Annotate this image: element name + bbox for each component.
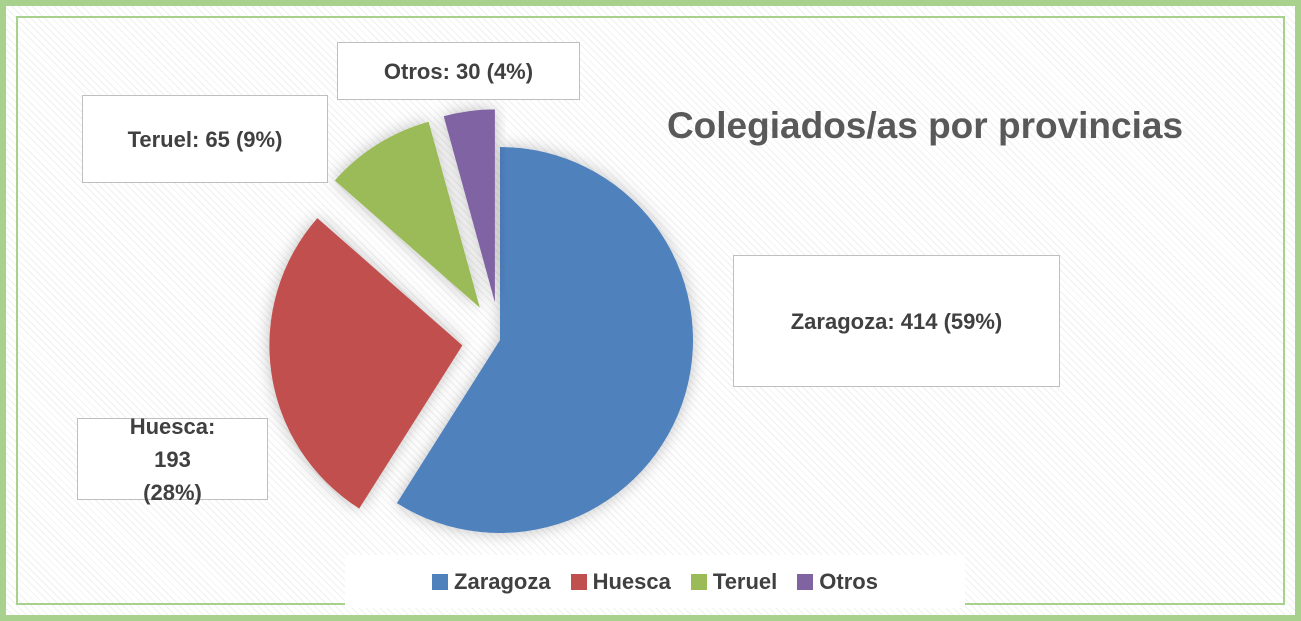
legend-swatch (570, 573, 587, 590)
legend-swatch (690, 573, 707, 590)
legend-label: Zaragoza (454, 568, 551, 594)
legend-label: Teruel (712, 568, 778, 594)
data-label: Huesca: 193 (28%) (77, 414, 268, 505)
data-label: Zaragoza: 414 (59%) (733, 255, 1060, 387)
legend-item: Otros (797, 569, 878, 595)
legend-item: Teruel (690, 568, 778, 595)
legend-swatch (432, 573, 449, 590)
legend-item: Huesca (570, 568, 671, 595)
pie-slice (334, 121, 480, 308)
pie-slice (443, 109, 495, 303)
legend-label: Otros (819, 568, 878, 594)
legend-item: Zaragoza (432, 569, 551, 595)
legend: Zaragoza Huesca Teruel Otros (345, 555, 965, 608)
chart-title: Colegiados/as por provincias (666, 105, 1184, 146)
data-label: Teruel: 65 (9%) (82, 95, 328, 183)
pie-slice (269, 218, 463, 509)
data-label: Otros: 30 (4%) (337, 42, 580, 100)
legend-label: Huesca (592, 568, 671, 594)
pie-slice (396, 147, 693, 534)
legend-swatch (797, 573, 814, 590)
